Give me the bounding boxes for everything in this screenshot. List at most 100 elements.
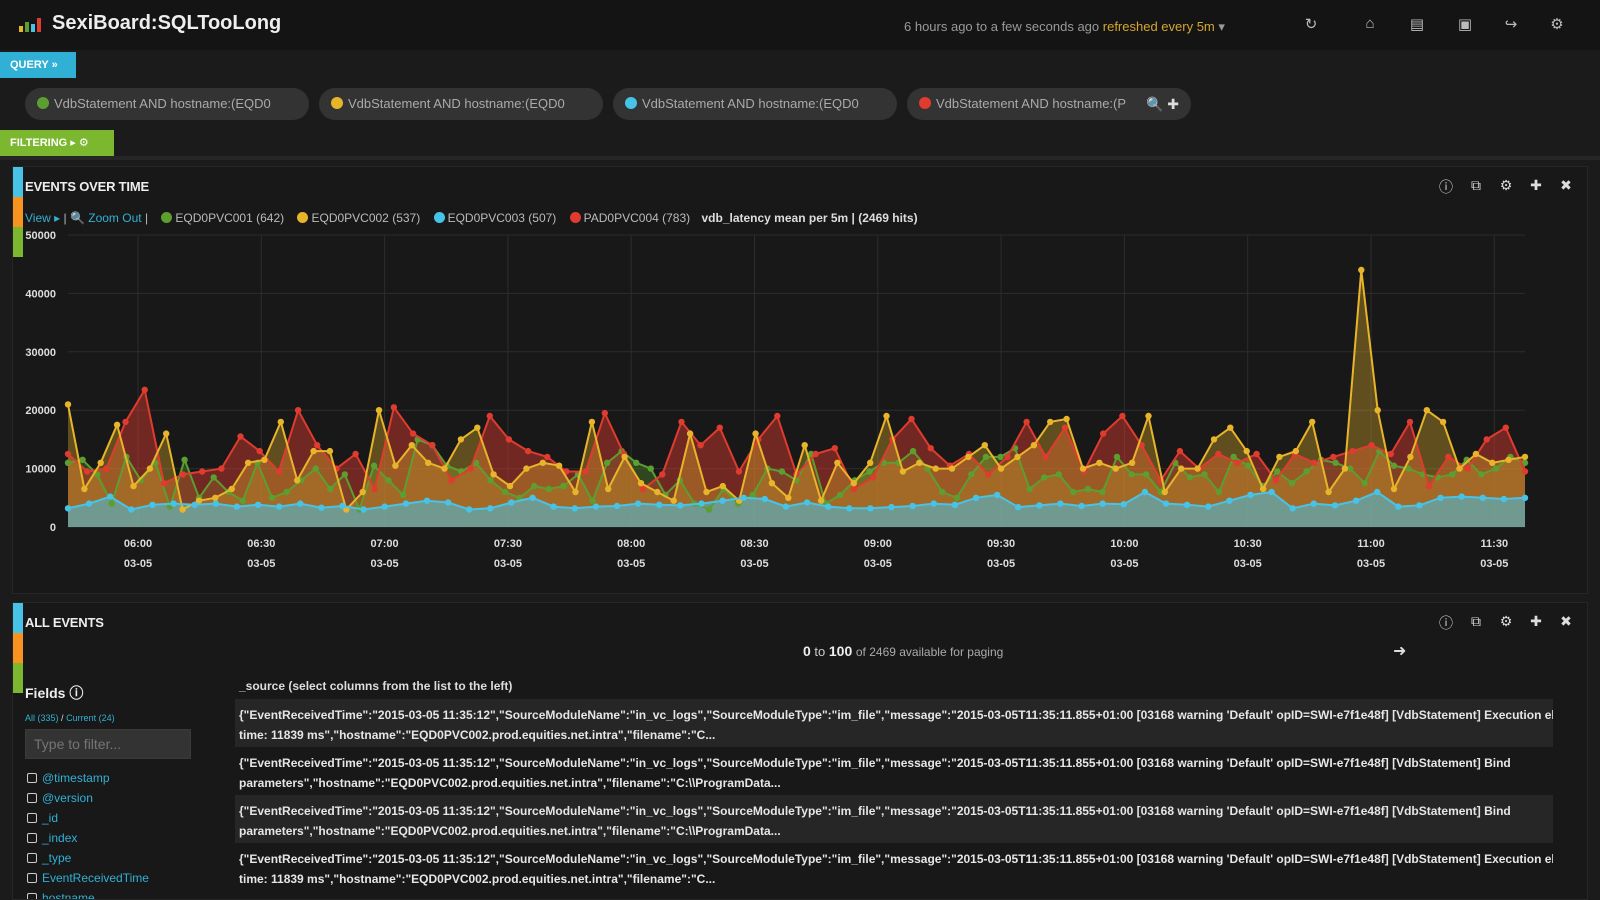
search-add-icon[interactable]: 🔍 ✚ — [1145, 96, 1179, 112]
gear-icon[interactable]: ⚙ — [1499, 177, 1513, 193]
legend-item[interactable]: EQD0PVC001 (642) — [175, 211, 285, 225]
x-tick-date: 03-05 — [864, 558, 892, 570]
time-range-picker[interactable]: 6 hours ago to a few seconds ago refresh… — [904, 19, 1225, 35]
next-page-arrow-icon[interactable]: ➜ — [1393, 643, 1407, 660]
home-icon[interactable]: ⌂ — [1365, 15, 1375, 32]
field-filter-input[interactable] — [25, 729, 191, 759]
move-icon[interactable]: ✚ — [1530, 177, 1542, 193]
field-item[interactable]: _id — [27, 811, 149, 831]
query-toggle-button[interactable]: QUERY » — [0, 52, 76, 78]
data-point — [113, 421, 121, 428]
panel-title: EVENTS OVER TIME — [25, 179, 149, 194]
data-point — [467, 465, 474, 472]
data-point — [294, 477, 301, 484]
data-point — [582, 468, 589, 475]
field-name[interactable]: hostname — [42, 891, 95, 900]
checkbox[interactable] — [27, 793, 37, 803]
field-item[interactable]: EventReceivedTime — [27, 871, 149, 891]
move-icon[interactable]: ✚ — [1530, 613, 1542, 629]
query-pill-3[interactable]: VdbStatement AND hostname:(EQD0 — [613, 88, 897, 120]
query-pill-1[interactable]: VdbStatement AND hostname:(EQD0 — [25, 88, 309, 120]
legend-item[interactable]: EQD0PVC002 (537) — [311, 211, 421, 225]
data-point — [774, 412, 781, 420]
panel-toolbar: ⓘ ⧉ ⚙ ✚ ✖ — [1437, 613, 1575, 633]
data-point — [1099, 500, 1106, 507]
info-icon[interactable]: ⓘ — [1439, 615, 1453, 631]
data-point — [639, 485, 647, 493]
close-icon[interactable]: ✖ — [1560, 613, 1572, 629]
field-item[interactable]: @timestamp — [27, 771, 149, 791]
table-row[interactable]: {"EventReceivedTime":"2015-03-05 11:35:1… — [235, 795, 1553, 843]
duplicate-icon[interactable]: ⧉ — [1471, 613, 1481, 629]
query-pill-4[interactable]: VdbStatement AND hostname:(P 🔍 ✚ — [907, 88, 1191, 120]
close-icon[interactable]: ✖ — [1560, 177, 1572, 193]
field-name[interactable]: _index — [42, 831, 78, 845]
panel-stripes — [13, 603, 23, 693]
data-point — [108, 500, 115, 507]
field-name[interactable]: _type — [42, 851, 72, 865]
filtering-toggle-button[interactable]: FILTERING ▸ ⚙ — [0, 130, 114, 156]
data-point — [130, 482, 137, 490]
data-point — [1407, 453, 1414, 461]
brand[interactable]: SexiBoard:SQLTooLong — [18, 12, 281, 35]
save-icon[interactable]: ▣ — [1457, 16, 1473, 33]
top-navbar: SexiBoard:SQLTooLong 6 hours ago to a fe… — [0, 0, 1600, 52]
x-tick-date: 03-05 — [371, 558, 399, 570]
data-point — [1178, 465, 1185, 472]
x-tick-date: 03-05 — [1357, 558, 1385, 570]
data-point — [916, 459, 923, 466]
field-name[interactable]: EventReceivedTime — [42, 871, 149, 885]
data-point — [1030, 442, 1038, 449]
data-point — [1437, 494, 1444, 501]
field-name[interactable]: _id — [42, 811, 59, 825]
table-row[interactable]: {"EventReceivedTime":"2015-03-05 11:35:1… — [235, 747, 1553, 795]
query-bar: QUERY » VdbStatement AND hostname:(EQD0 … — [0, 50, 1600, 126]
table-row[interactable]: {"EventReceivedTime":"2015-03-05 11:35:1… — [235, 699, 1553, 747]
query-text: VdbStatement AND hostname:(P — [936, 96, 1127, 111]
field-item[interactable]: hostname — [27, 891, 149, 900]
events-chart[interactable]: 0 10000 20000 30000 40000 50000 06:00 03-05 06:3… — [13, 225, 1587, 585]
checkbox[interactable] — [27, 773, 37, 783]
data-point — [233, 503, 241, 510]
gear-icon[interactable]: ⚙ — [1550, 16, 1564, 33]
data-point — [997, 465, 1005, 472]
data-point — [605, 485, 612, 493]
checkbox[interactable] — [27, 873, 37, 883]
data-point — [613, 502, 621, 510]
checkbox[interactable] — [27, 813, 37, 823]
fields-all-link[interactable]: All (335) — [25, 713, 59, 723]
field-item[interactable]: _index — [27, 831, 149, 851]
field-item[interactable]: _type — [27, 851, 149, 871]
x-tick-time: 08:30 — [740, 538, 768, 550]
fields-current-link[interactable]: Current (24) — [66, 713, 115, 723]
data-point — [1004, 453, 1011, 461]
paging-from: 0 — [803, 643, 811, 659]
data-point — [939, 488, 946, 496]
series-line — [67, 490, 1526, 511]
data-point — [1368, 442, 1375, 449]
checkbox[interactable] — [27, 833, 37, 843]
share-icon[interactable]: ↪ — [1504, 16, 1518, 33]
field-item[interactable]: @version — [27, 791, 149, 811]
legend-item[interactable]: EQD0PVC003 (507) — [447, 211, 557, 225]
data-point — [122, 418, 129, 426]
legend-item[interactable]: PAD0PVC004 (783) — [583, 211, 691, 225]
refresh-icon[interactable]: ↻ — [1304, 16, 1318, 33]
data-point — [1439, 418, 1447, 426]
data-point — [501, 488, 509, 496]
data-point — [870, 474, 877, 481]
view-menu[interactable]: View ▸ — [25, 211, 61, 225]
checkbox[interactable] — [27, 893, 37, 899]
field-name[interactable]: @timestamp — [42, 771, 110, 785]
data-point — [985, 471, 992, 478]
gear-icon[interactable]: ⚙ — [1499, 613, 1513, 629]
zoom-out-button[interactable]: 🔍 Zoom Out — [69, 211, 142, 225]
table-row[interactable]: {"EventReceivedTime":"2015-03-05 11:35:1… — [235, 843, 1553, 891]
query-pill-2[interactable]: VdbStatement AND hostname:(EQD0 — [319, 88, 603, 120]
field-name[interactable]: @version — [42, 791, 93, 805]
duplicate-icon[interactable]: ⧉ — [1471, 177, 1481, 193]
data-point — [1128, 459, 1136, 466]
checkbox[interactable] — [27, 853, 37, 863]
folder-icon[interactable]: ▤ — [1409, 16, 1425, 33]
info-icon[interactable]: ⓘ — [1439, 179, 1453, 195]
